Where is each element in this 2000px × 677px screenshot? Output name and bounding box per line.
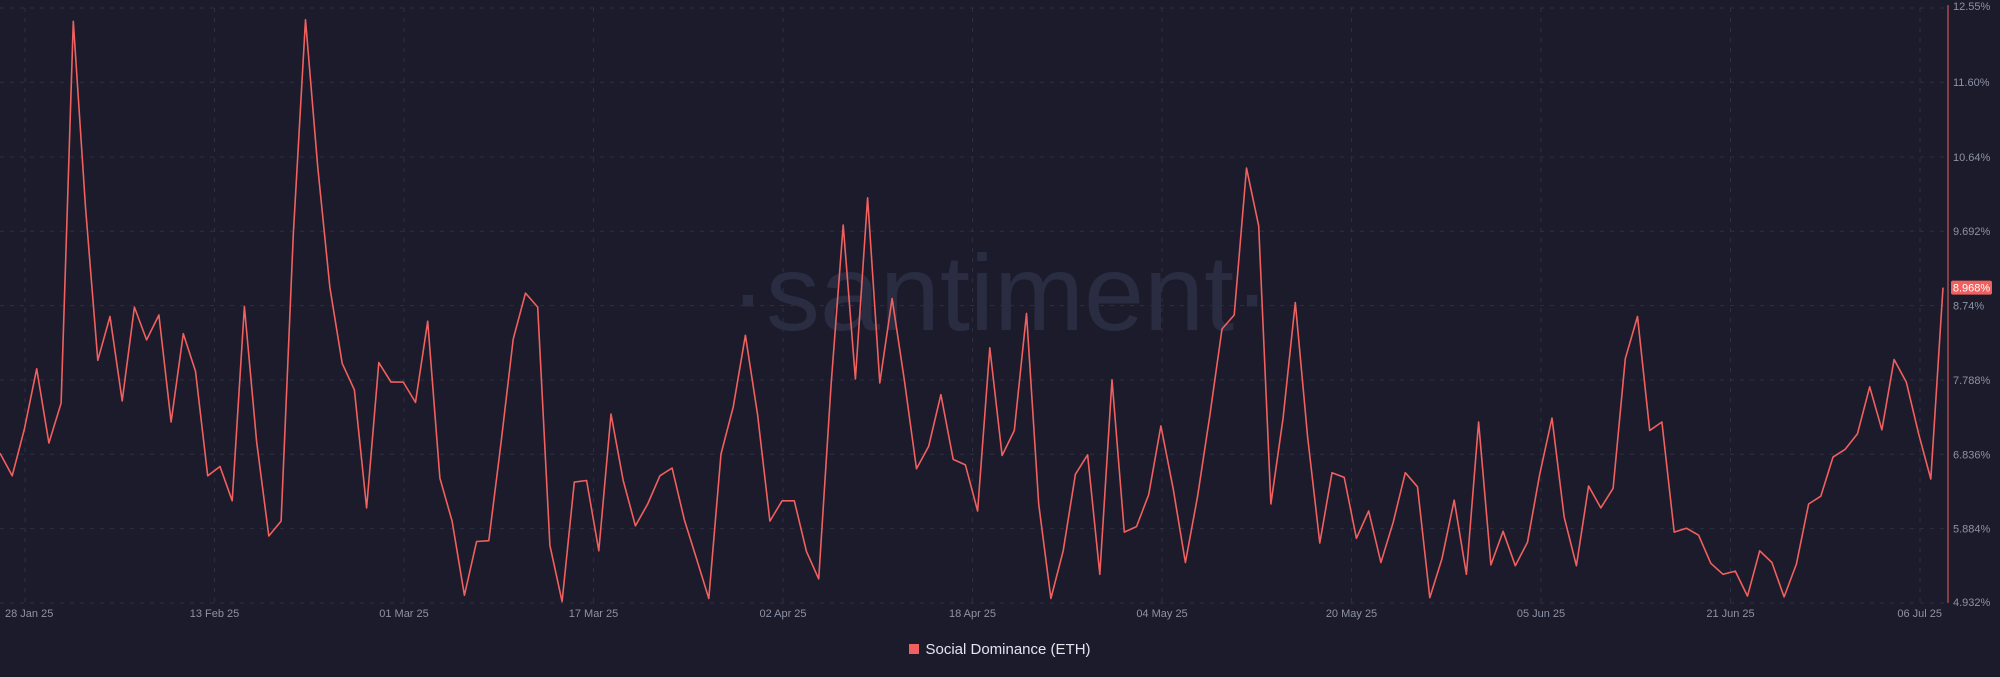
legend-label: Social Dominance (ETH) xyxy=(925,641,1091,658)
x-tick-label: 21 Jun 25 xyxy=(1706,608,1754,620)
y-tick-label: 4.932% xyxy=(1953,597,1991,609)
last-value-label: 8.968% xyxy=(1953,283,1991,295)
x-tick-label: 04 May 25 xyxy=(1136,608,1187,620)
x-tick-label: 06 Jul 25 xyxy=(1897,608,1942,620)
x-tick-label: 05 Jun 25 xyxy=(1517,608,1565,620)
y-tick-label: 10.64% xyxy=(1953,152,1991,164)
y-tick-label: 6.836% xyxy=(1953,449,1991,461)
last-value-badge: 8.968% xyxy=(1951,280,1992,295)
y-axis-ticks: 12.55% 11.60% 10.64% 9.692% 8.74% 7.788% 6.836… xyxy=(1953,1,1991,609)
grid-lines xyxy=(0,7,1948,604)
legend-swatch xyxy=(909,644,920,654)
y-tick-label: 9.692% xyxy=(1953,226,1991,238)
series-layer xyxy=(0,18,1944,603)
watermark: ·santiment· xyxy=(730,232,1270,353)
last-value-badge-bg xyxy=(1951,280,1992,295)
x-tick-label: 17 Mar 25 xyxy=(569,608,619,620)
y-tick-label: 12.55% xyxy=(1953,1,1991,13)
y-tick-label: 5.884% xyxy=(1953,524,1991,536)
y-tick-label: 7.788% xyxy=(1953,375,1991,387)
x-tick-label: 18 Apr 25 xyxy=(949,608,996,620)
x-tick-label: 13 Feb 25 xyxy=(190,608,240,620)
legend: Social Dominance (ETH) xyxy=(0,641,2000,658)
x-tick-label: 01 Mar 25 xyxy=(379,608,429,620)
x-tick-label: 02 Apr 25 xyxy=(759,608,806,620)
x-tick-label: 20 May 25 xyxy=(1326,608,1377,620)
y-tick-label: 8.74% xyxy=(1953,301,1984,313)
y-tick-label: 11.60% xyxy=(1953,77,1990,89)
x-tick-label: 28 Jan 25 xyxy=(5,608,53,620)
x-axis-ticks: 28 Jan 25 13 Feb 25 01 Mar 25 17 Mar 25 02 A… xyxy=(5,608,1942,620)
series-line xyxy=(0,18,1944,603)
